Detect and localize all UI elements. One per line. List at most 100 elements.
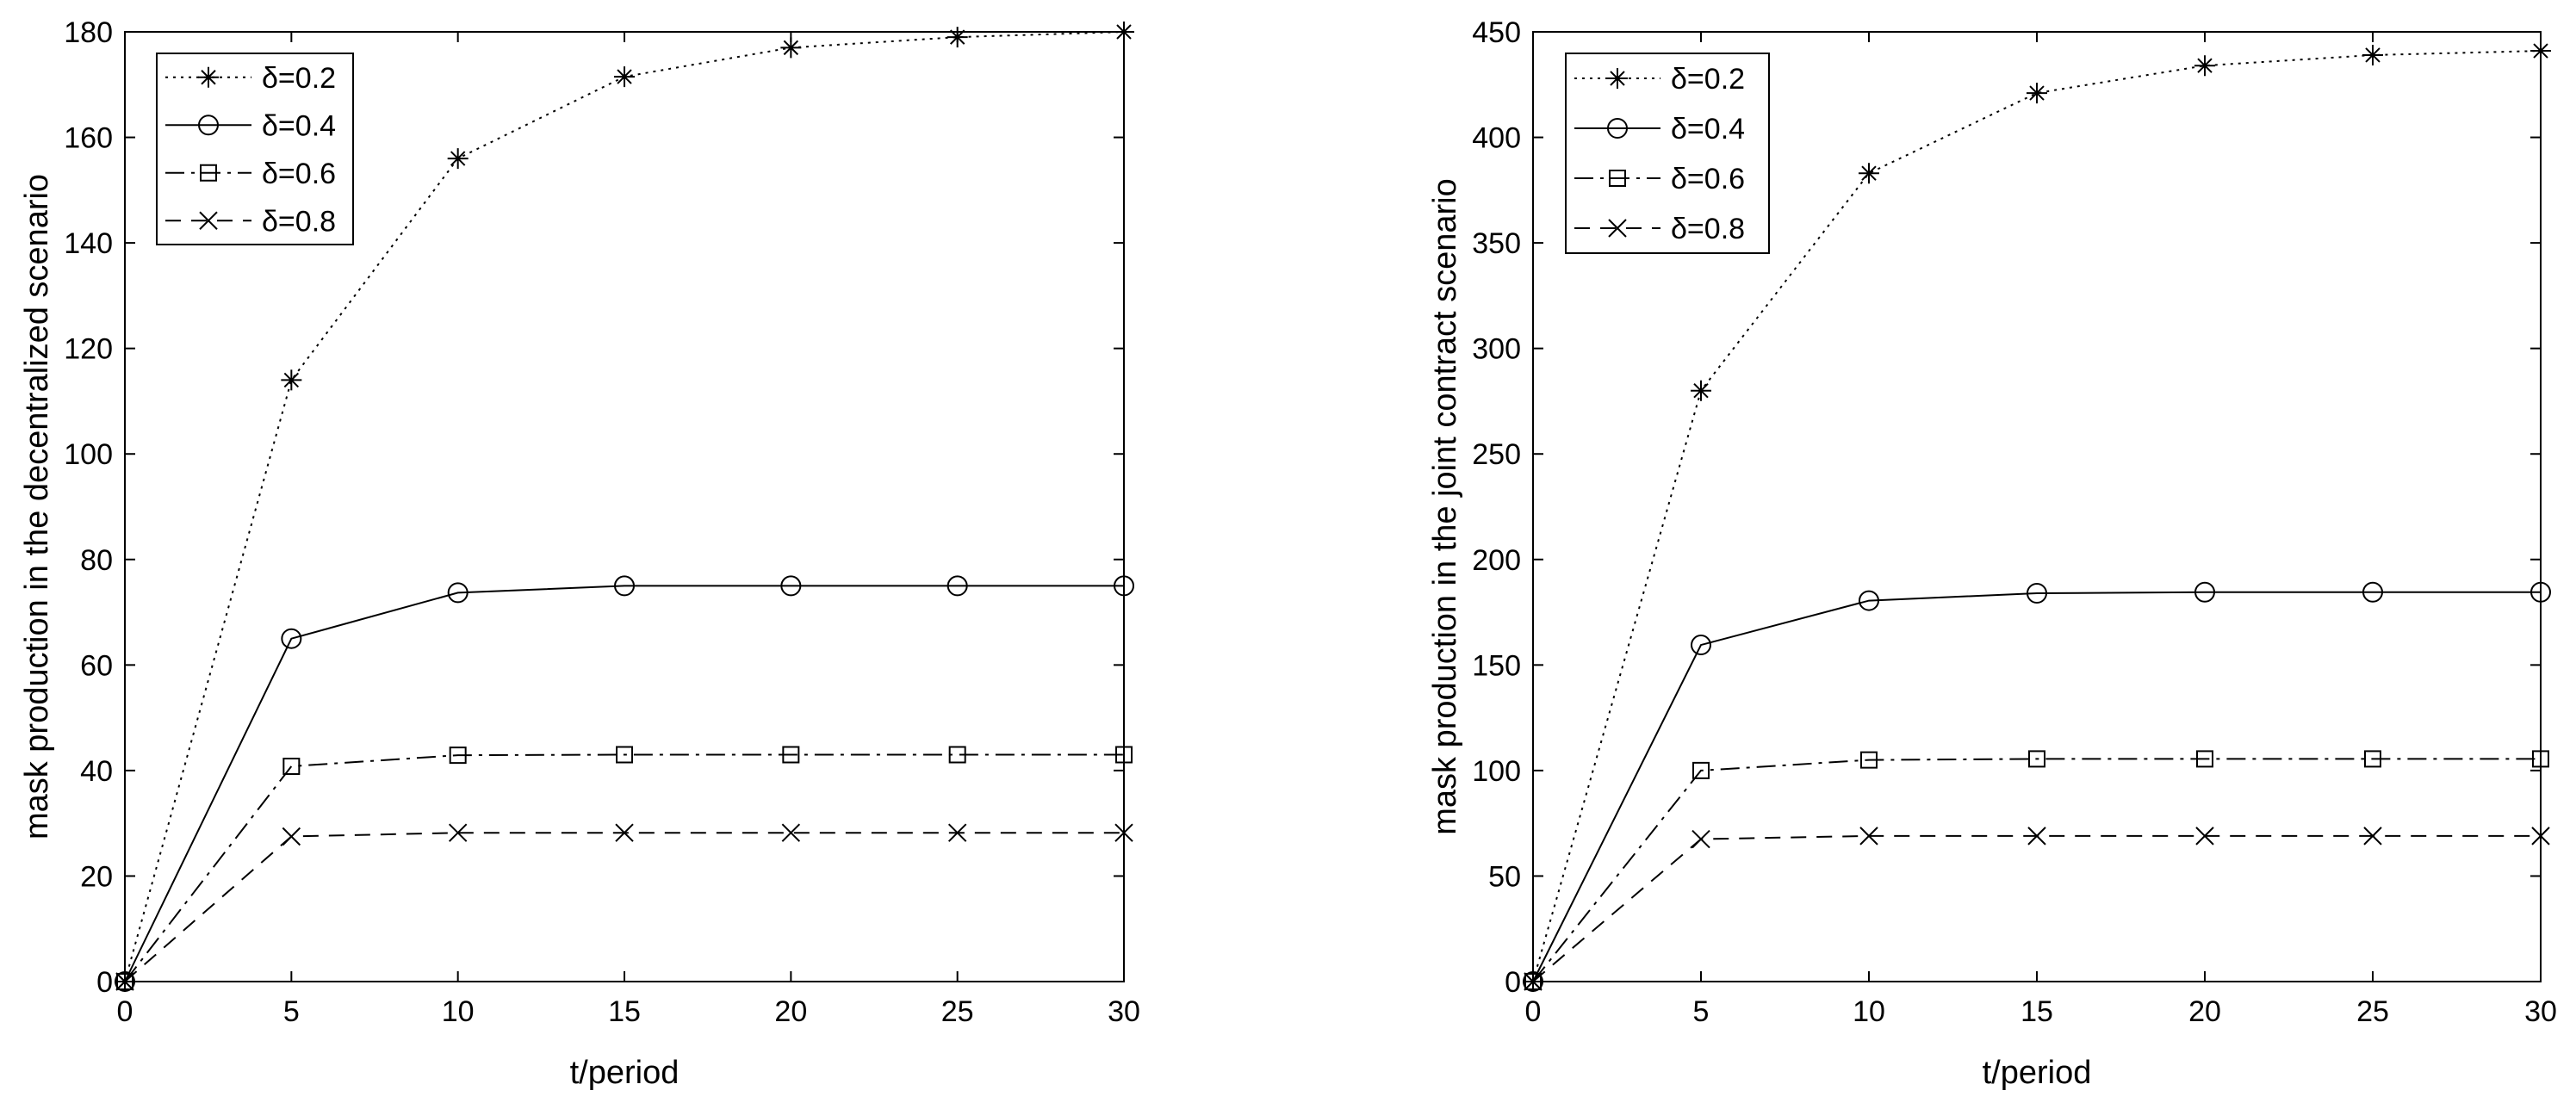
x-tick-label: 25 bbox=[2356, 995, 2389, 1028]
x-tick-label: 15 bbox=[2020, 995, 2053, 1028]
data-point bbox=[447, 148, 469, 170]
data-point bbox=[1114, 22, 1134, 42]
data-point bbox=[2362, 581, 2383, 603]
data-point bbox=[282, 757, 301, 775]
x-tick-label: 0 bbox=[117, 995, 133, 1028]
x-tick-label: 5 bbox=[1693, 995, 1710, 1028]
y-axis-label: mask production in the joint contract sc… bbox=[1427, 178, 1463, 835]
data-point bbox=[282, 827, 301, 846]
data-point bbox=[1860, 751, 1878, 769]
y-axis-label: mask production in the decentralized sce… bbox=[19, 174, 55, 839]
x-tick-label: 0 bbox=[1525, 995, 1542, 1028]
y-tick-label: 120 bbox=[64, 333, 113, 366]
legend-marker bbox=[198, 66, 219, 88]
legend-label: δ=0.6 bbox=[262, 158, 336, 190]
x-tick-label: 5 bbox=[283, 995, 300, 1028]
legend-label: δ=0.2 bbox=[262, 62, 336, 95]
data-point bbox=[1114, 575, 1134, 597]
y-tick-label: 350 bbox=[1472, 227, 1521, 260]
series-4 bbox=[1524, 827, 2550, 991]
legend-marker bbox=[198, 115, 219, 136]
data-point bbox=[2027, 827, 2046, 846]
y-tick-label: 60 bbox=[80, 649, 113, 682]
chart-panel-2: 0 5 10 15 20 25 30050100150200250300350400450t… bbox=[1427, 16, 2557, 1091]
data-point bbox=[2362, 44, 2383, 65]
data-point bbox=[1524, 973, 1542, 990]
x-tick-label: 10 bbox=[442, 995, 475, 1028]
data-point bbox=[1691, 380, 1711, 401]
y-tick-label: 40 bbox=[80, 755, 113, 788]
legend-marker bbox=[1608, 219, 1627, 238]
data-point bbox=[1523, 971, 1543, 992]
data-point bbox=[1859, 827, 1878, 846]
data-point bbox=[2530, 40, 2551, 62]
legend-label: δ=0.8 bbox=[262, 205, 336, 238]
data-point bbox=[614, 575, 635, 597]
legend-marker bbox=[200, 164, 217, 182]
legend-label: δ=0.4 bbox=[1671, 113, 1745, 146]
data-point bbox=[780, 37, 802, 59]
data-point bbox=[615, 823, 634, 842]
y-tick-label: 450 bbox=[1472, 16, 1521, 49]
series-line bbox=[124, 753, 1124, 982]
data-point bbox=[1692, 761, 1710, 779]
data-point bbox=[2027, 582, 2047, 604]
y-tick-label: 100 bbox=[64, 438, 113, 471]
data-point bbox=[448, 823, 468, 842]
y-tick-label: 0 bbox=[96, 966, 113, 999]
y-tick-label: 100 bbox=[1472, 755, 1521, 788]
data-point bbox=[2530, 581, 2551, 603]
series-line bbox=[124, 832, 1124, 982]
data-point bbox=[947, 27, 968, 48]
y-tick-label: 250 bbox=[1472, 438, 1521, 471]
x-axis-label: t/period bbox=[570, 1055, 680, 1091]
data-point bbox=[447, 582, 469, 604]
series-line bbox=[1532, 591, 2541, 982]
x-tick-label: 10 bbox=[1853, 995, 1885, 1028]
series-4 bbox=[115, 823, 1133, 991]
data-point bbox=[1691, 635, 1711, 656]
data-point bbox=[2027, 83, 2047, 104]
y-tick-label: 180 bbox=[64, 16, 113, 49]
legend-box bbox=[156, 53, 354, 245]
x-tick-label: 30 bbox=[1108, 995, 1140, 1028]
series-2 bbox=[1523, 581, 2551, 992]
x-axis-label: t/period bbox=[1983, 1055, 2092, 1091]
y-tick-label: 200 bbox=[1472, 544, 1521, 577]
data-point bbox=[948, 746, 966, 764]
data-point bbox=[449, 747, 467, 765]
data-point bbox=[2531, 827, 2550, 846]
data-point bbox=[281, 369, 302, 391]
data-point bbox=[1859, 163, 1879, 184]
data-point bbox=[2196, 750, 2213, 768]
data-point bbox=[2363, 827, 2382, 846]
legend-marker bbox=[199, 211, 218, 230]
x-tick-label: 20 bbox=[2188, 995, 2221, 1028]
legend: δ=0.2 δ=0.4 δ=0.6 δ=0.8 bbox=[156, 53, 354, 245]
legend-label: δ=0.2 bbox=[1671, 63, 1745, 96]
data-point bbox=[780, 575, 802, 597]
y-tick-label: 80 bbox=[80, 544, 113, 577]
series-3 bbox=[116, 746, 1133, 990]
data-point bbox=[2364, 750, 2381, 768]
data-point bbox=[115, 972, 134, 991]
x-tick-label: 30 bbox=[2524, 995, 2557, 1028]
data-point bbox=[781, 823, 801, 842]
series-line bbox=[1532, 758, 2541, 982]
y-tick-label: 150 bbox=[1472, 649, 1521, 682]
data-point bbox=[782, 746, 800, 764]
series-line bbox=[1532, 834, 2541, 982]
data-point bbox=[947, 575, 968, 597]
data-point bbox=[616, 746, 633, 764]
legend-label: δ=0.8 bbox=[1671, 213, 1745, 245]
legend-marker bbox=[1609, 170, 1626, 187]
data-point bbox=[614, 66, 635, 88]
x-tick-label: 15 bbox=[608, 995, 641, 1028]
data-point bbox=[2028, 750, 2045, 768]
series-2 bbox=[115, 575, 1134, 992]
y-tick-label: 20 bbox=[80, 860, 113, 893]
data-point bbox=[1114, 823, 1133, 842]
data-point bbox=[281, 628, 302, 649]
data-point bbox=[1691, 829, 1710, 849]
legend-marker bbox=[1607, 118, 1628, 139]
